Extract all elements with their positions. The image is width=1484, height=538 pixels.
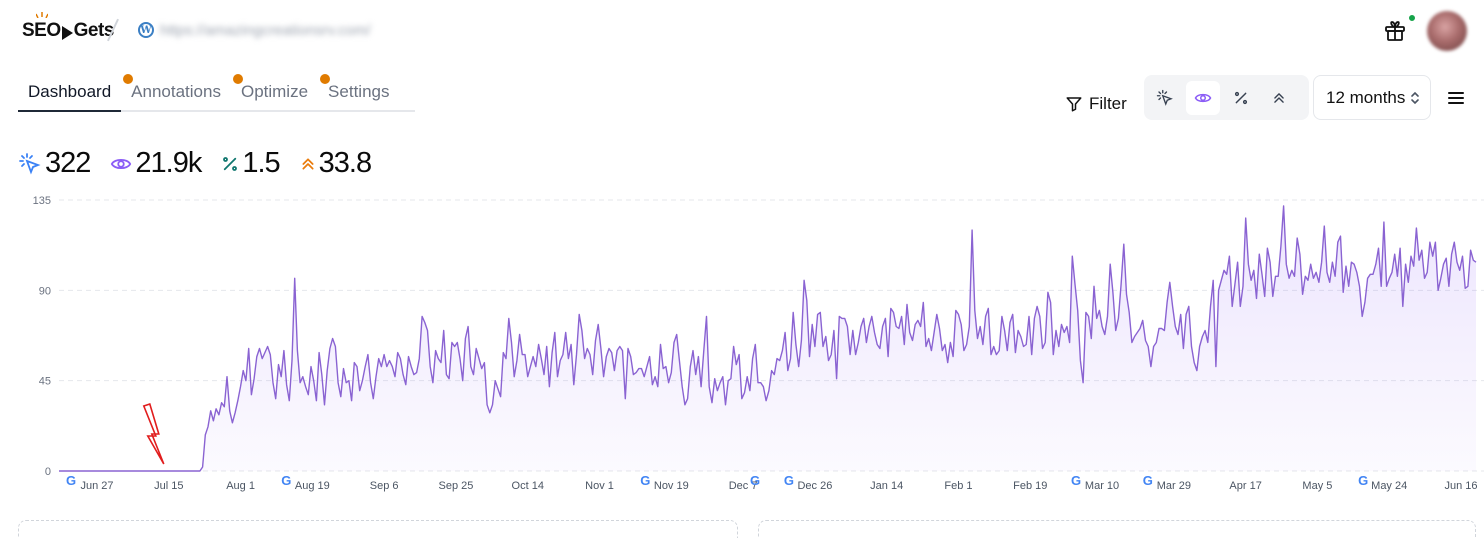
stat-impressions: 21.9k [110,147,202,180]
y-tick-label: 135 [33,195,51,207]
tab-badge-dot [320,74,331,84]
eye-icon [1194,93,1212,102]
google-update-icon[interactable]: G [66,473,76,488]
tab-label: Dashboard [28,82,112,101]
summary-stats: 322 21.9k 1.5 33.8 [18,147,391,180]
stat-ctr: 1.5 [221,147,281,180]
x-tick-label: Feb 19 [1013,480,1047,492]
period-select[interactable]: 12 months [1313,75,1431,120]
impressions-chart[interactable]: 0 45 90 135 Jun 27 Jul 15 Aug 1 Aug 19 Sep 6 Sep … [0,186,1484,506]
tab-annotations[interactable]: Annotations [121,72,231,112]
tab-optimize[interactable]: Optimize [231,72,318,112]
stat-clicks-value: 322 [45,147,91,179]
user-avatar[interactable] [1427,11,1467,51]
google-update-icon[interactable]: G [750,473,760,488]
logo-text-right: Gets [73,20,115,41]
x-tick-label: May 5 [1302,480,1332,492]
gift-icon[interactable] [1383,19,1407,43]
x-tick-label: Mar 29 [1157,480,1191,492]
eye-icon [111,158,132,169]
x-tick-label: Sep 6 [370,480,399,492]
bottom-card-left [18,520,738,538]
google-update-icon[interactable]: G [281,473,291,488]
x-tick-label: Jun 27 [80,480,113,492]
x-tick-label: Jun 16 [1444,480,1477,492]
google-update-icon[interactable]: G [1143,473,1153,488]
y-tick-label: 90 [39,285,51,297]
stat-position-value: 33.8 [318,147,372,179]
x-tick-label: Nov 1 [585,480,614,492]
percent-icon [223,156,238,171]
x-tick-label: Oct 14 [512,480,544,492]
seogets-logo[interactable]: SEO Gets [22,12,115,42]
annotation-arrow-icon [142,402,165,465]
google-update-icon[interactable]: G [784,473,794,488]
x-tick-label: Jan 14 [870,480,903,492]
period-select-value: 12 months [1326,87,1406,107]
tab-settings[interactable]: Settings [318,72,399,112]
x-tick-label: Mar 10 [1085,480,1119,492]
cursor-click-icon [19,152,41,175]
filter-button[interactable]: Filter [1065,75,1127,120]
play-icon [61,26,73,40]
tab-badge-dot [232,74,243,84]
main-tabs: Dashboard Annotations Optimize Settings [18,72,415,112]
stat-impressions-value: 21.9k [135,147,202,179]
y-tick-label: 45 [39,376,51,388]
metric-impressions-button[interactable] [1186,80,1220,115]
hamburger-menu-icon[interactable] [1447,90,1465,106]
x-tick-label: Sep 25 [439,480,474,492]
rank-chevron-icon [302,157,314,170]
x-tick-label: Dec 26 [797,480,832,492]
google-update-icon[interactable]: G [640,473,650,488]
x-tick-label: Aug 1 [226,480,255,492]
percent-icon [1234,91,1248,104]
x-tick-label: Aug 19 [295,480,330,492]
x-tick-label: Dec 7 [729,480,758,492]
tab-badge-dot [123,74,134,84]
x-tick-label: May 24 [1371,480,1407,492]
chevron-updown-icon [1411,91,1419,104]
top-bar: SEO Gets W https://amazingcreationsrv.co… [0,0,1484,62]
tab-dashboard[interactable]: Dashboard [18,72,122,112]
bottom-card-right [758,520,1476,538]
x-tick-label: Nov 19 [654,480,689,492]
tab-label: Settings [328,82,390,101]
google-update-icon[interactable]: G [1358,473,1368,488]
cursor-click-icon [1156,89,1173,106]
stat-clicks: 322 [18,147,91,180]
filter-icon [1066,96,1082,111]
series-line-impressions[interactable] [59,205,1477,472]
google-update-icon[interactable]: G [1071,473,1081,488]
site-url[interactable]: https://amazingcreationsrv.com/ [160,22,371,39]
notification-dot [1407,13,1417,23]
x-tick-label: Apr 17 [1229,480,1261,492]
x-tick-label: Jul 15 [154,480,183,492]
stat-position: 33.8 [300,147,372,180]
x-tick-label: Feb 1 [944,480,972,492]
rank-chevron-icon [1274,92,1284,103]
metric-toggle-group [1144,75,1309,120]
tab-label: Optimize [240,82,309,101]
metric-ctr-button[interactable] [1224,81,1258,115]
logo-rays-icon [36,12,48,18]
tab-label: Annotations [131,82,221,101]
metric-clicks-button[interactable] [1148,81,1182,115]
wordpress-icon: W [138,22,154,38]
filter-label: Filter [1089,93,1127,113]
metric-position-button[interactable] [1262,81,1296,115]
y-tick-label: 0 [45,466,51,478]
series-area [59,206,1476,471]
stat-ctr-value: 1.5 [242,147,280,179]
logo-text-left: SEO [22,20,61,41]
